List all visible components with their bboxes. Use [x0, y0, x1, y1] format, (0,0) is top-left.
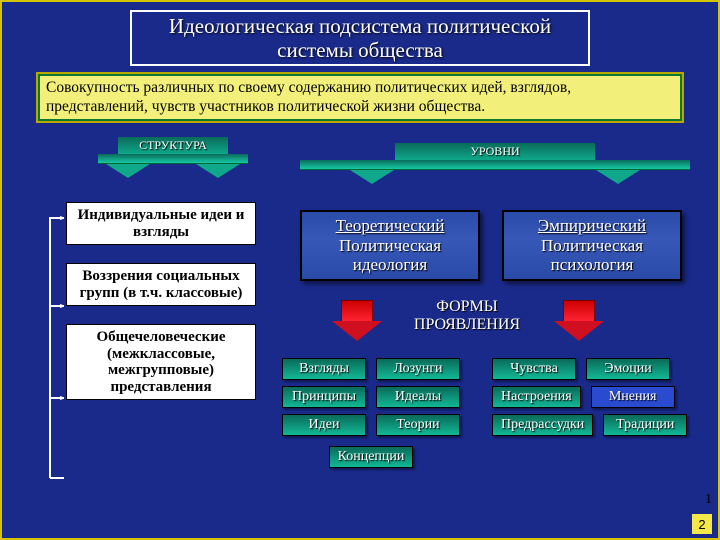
structure-item-1: Индивидуальные идеи и взгляды [66, 202, 256, 245]
chip-teorii: Теории [376, 414, 460, 436]
chip-predrassudki: Предрассудки [492, 414, 593, 436]
structure-items: Индивидуальные идеи и взгляды Воззрения … [66, 202, 256, 418]
level-empirical-line1: Эмпирический [506, 216, 678, 236]
level-empirical: Эмпирический Политическая психология [502, 210, 682, 281]
bracket-connector [46, 208, 64, 488]
level-empirical-line2: Политическая психология [506, 236, 678, 275]
forms-label: ФОРМЫ ПРОЯВЛЕНИЯ [392, 298, 542, 333]
level-theoretical-line1: Теоретический [304, 216, 476, 236]
page-number-box: 2 [692, 514, 712, 534]
structure-item-2: Воззрения социальных групп (в т.ч. класс… [66, 263, 256, 306]
definition-text: Совокупность различных по своему содержа… [40, 76, 680, 119]
chip-principy: Принципы [282, 386, 366, 408]
level-theoretical: Теоретический Политическая идеология [300, 210, 480, 281]
chip-idei: Идеи [282, 414, 366, 436]
red-arrow-right [554, 300, 604, 346]
chip-nastroeniya: Настроения [492, 386, 581, 408]
structure-item-3: Общечеловеческие (межклассовые, межгрупп… [66, 324, 256, 400]
definition-box: Совокупность различных по своему содержа… [36, 72, 684, 123]
chip-lozungi: Лозунги [376, 358, 460, 380]
level-theoretical-line2: Политическая идеология [304, 236, 476, 275]
structure-label: СТРУКТУРА [118, 137, 228, 154]
chip-emocii: Эмоции [586, 358, 670, 380]
structure-header: СТРУКТУРА [98, 136, 248, 164]
chip-chuvstva: Чувства [492, 358, 576, 380]
empirical-forms: Чувства Эмоции Настроения Мнения Предрас… [492, 358, 693, 442]
page-number-margin: 1 [705, 492, 712, 508]
chip-tradicii: Традиции [603, 414, 687, 436]
red-arrow-left [332, 300, 382, 346]
levels-header: УРОВНИ [300, 142, 690, 170]
chip-vzglyady: Взгляды [282, 358, 366, 380]
chip-mneniya: Мнения [591, 386, 675, 408]
theoretical-forms: Взгляды Лозунги Принципы Идеалы Идеи Тео… [282, 358, 466, 474]
levels-label: УРОВНИ [395, 143, 595, 160]
chip-idealy: Идеалы [376, 386, 460, 408]
page-title: Идеологическая подсистема политической с… [130, 10, 590, 66]
chip-koncepcii: Концепции [329, 446, 414, 468]
